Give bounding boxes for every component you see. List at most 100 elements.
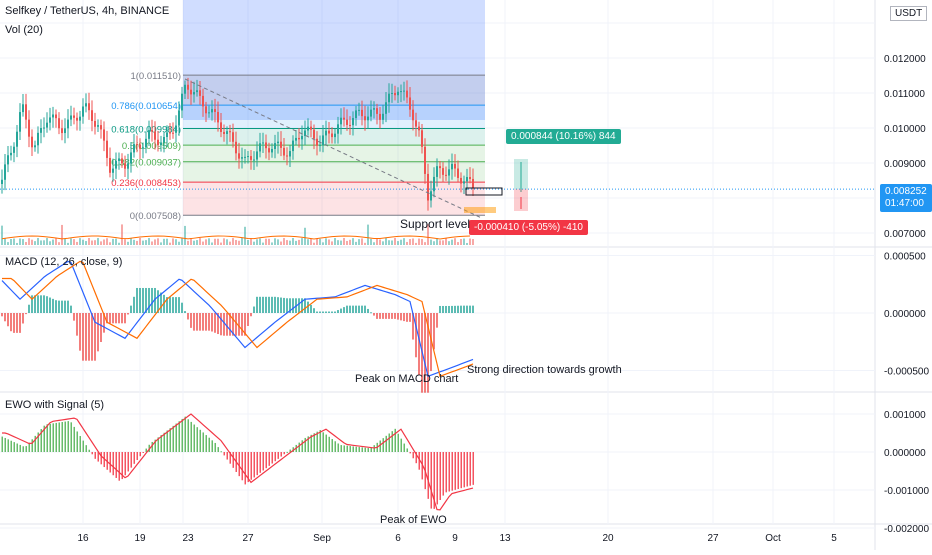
candle-body xyxy=(22,104,24,113)
volume-bar xyxy=(352,238,354,245)
time-axis-label: 6 xyxy=(395,533,401,544)
candle-body xyxy=(202,95,204,107)
ewo-bar xyxy=(121,452,123,480)
ewo-bar xyxy=(268,452,270,466)
volume-bar xyxy=(16,242,18,245)
candle-body xyxy=(280,141,282,148)
macd-histogram-bar xyxy=(415,313,417,358)
volume-bar xyxy=(40,240,42,245)
volume-bar xyxy=(55,238,57,245)
macd-histogram-bar xyxy=(211,313,213,332)
candle-body xyxy=(118,158,120,161)
candle-body xyxy=(106,140,108,158)
volume-bar xyxy=(94,240,96,245)
candle-body xyxy=(115,160,117,169)
macd-histogram-bar xyxy=(364,305,366,313)
candle-body xyxy=(346,119,348,125)
candle-body xyxy=(265,142,267,149)
macd-histogram-bar xyxy=(241,313,243,336)
ewo-bar xyxy=(25,446,27,452)
highlight-zone xyxy=(183,0,485,120)
ewo-bar xyxy=(379,440,381,452)
candle-body xyxy=(37,132,39,146)
ewo-bar xyxy=(280,452,282,457)
macd-histogram-bar xyxy=(334,311,336,313)
volume-bar xyxy=(301,238,303,245)
volume-bar xyxy=(256,239,258,245)
macd-histogram-bar xyxy=(331,311,333,313)
ewo-bar xyxy=(85,445,87,452)
ewo-bar xyxy=(7,439,9,452)
candle-body xyxy=(472,178,474,188)
ewo-bar xyxy=(340,445,342,452)
volume-bar xyxy=(52,239,54,245)
volume-bar xyxy=(223,238,225,245)
currency-button[interactable]: USDT xyxy=(890,6,928,21)
candle-body xyxy=(343,117,345,120)
volume-bar xyxy=(109,242,111,245)
ewo-bar xyxy=(409,452,411,454)
candle-body xyxy=(427,173,429,201)
ewo-bar xyxy=(304,437,306,452)
ewo-bar xyxy=(145,448,147,452)
candle-body xyxy=(268,148,270,153)
macd-histogram-bar xyxy=(193,313,195,331)
ewo-bar xyxy=(418,452,420,470)
macd-histogram-bar xyxy=(136,287,138,313)
volume-bar xyxy=(25,242,27,245)
macd-histogram-bar xyxy=(247,313,249,326)
ewo-bar xyxy=(28,442,30,452)
ewo-bar xyxy=(130,452,132,468)
time-axis-label: 9 xyxy=(452,533,458,544)
macd-histogram-bar xyxy=(280,297,282,313)
volume-bar xyxy=(325,238,327,245)
fib-band xyxy=(183,105,485,129)
candle-body xyxy=(313,129,315,139)
volume-bar xyxy=(175,239,177,245)
fib-band xyxy=(183,145,485,162)
macd-histogram-bar xyxy=(457,305,459,313)
macd-histogram-bar xyxy=(427,313,429,393)
macd-histogram-bar xyxy=(76,313,78,336)
macd-tick-label: 0.000500 xyxy=(884,252,926,263)
candle-body xyxy=(139,144,141,149)
volume-bar xyxy=(172,238,174,245)
candle-body xyxy=(196,90,198,93)
candle-body xyxy=(97,125,99,127)
volume-bar xyxy=(259,238,261,245)
ewo-bar xyxy=(334,441,336,452)
candle-body xyxy=(133,144,135,153)
ewo-bar xyxy=(82,440,84,452)
volume-bar xyxy=(460,239,462,245)
macd-histogram-bar xyxy=(28,304,30,313)
ewo-bar xyxy=(13,442,15,452)
ewo-bar xyxy=(439,452,441,501)
candle-body xyxy=(418,126,420,131)
ewo-bar xyxy=(256,452,258,476)
volume-bar xyxy=(61,224,63,245)
fib-level-label: 0.786(0.010654) xyxy=(111,101,181,112)
volume-bar xyxy=(424,242,426,245)
ewo-bar xyxy=(241,452,243,481)
volume-bar xyxy=(250,238,252,245)
ewo-bar xyxy=(49,423,51,452)
candle-body xyxy=(49,117,51,123)
ewo-bar xyxy=(220,451,222,453)
macd-histogram-bar xyxy=(208,313,210,331)
ewo-bar xyxy=(430,452,432,509)
candle-body xyxy=(406,90,408,98)
macd-histogram-bar xyxy=(409,313,411,322)
candle-body xyxy=(469,177,471,179)
ewo-bar xyxy=(10,440,12,452)
volume-bar xyxy=(214,238,216,245)
volume-bar xyxy=(202,241,204,245)
macd-line xyxy=(1,260,474,378)
candle-body xyxy=(349,124,351,126)
fib-level-label: 0.382(0.009037) xyxy=(111,158,181,169)
macd-histogram-bar xyxy=(469,305,471,313)
volume-bar xyxy=(199,238,201,245)
candle-body xyxy=(241,157,243,159)
macd-histogram-bar xyxy=(367,308,369,313)
